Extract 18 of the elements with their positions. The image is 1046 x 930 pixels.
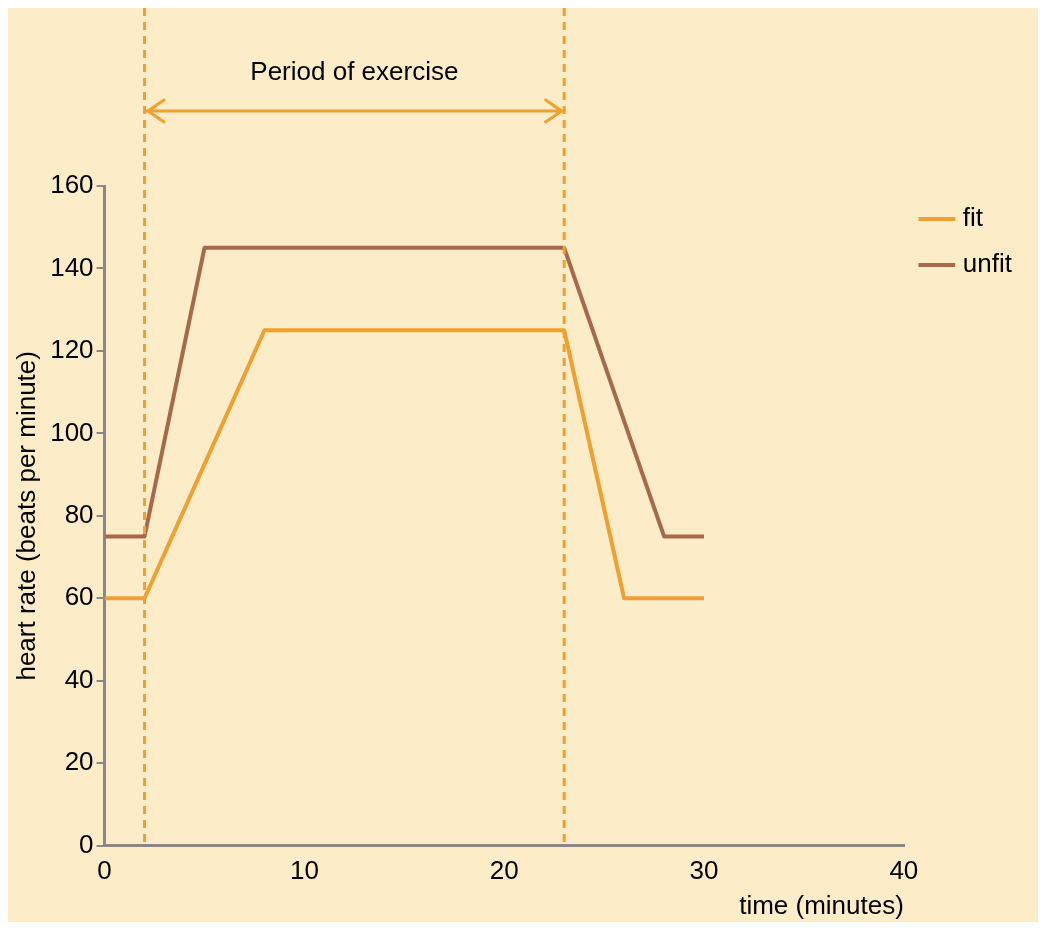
y-tick-label: 40 xyxy=(64,663,94,694)
x-axis-title: time (minutes) xyxy=(739,889,904,920)
y-tick-label: 20 xyxy=(64,746,94,777)
y-tick-label: 100 xyxy=(50,416,94,447)
legend-label: fit xyxy=(962,202,984,233)
y-axis-title: heart rate (beats per minute) xyxy=(10,351,41,681)
text: Period of exercise xyxy=(250,56,459,87)
y-tick-label: 140 xyxy=(50,251,94,282)
y-tick-label: 160 xyxy=(50,169,94,200)
x-tick-label: 30 xyxy=(689,855,719,886)
y-tick-label: 0 xyxy=(79,828,94,859)
x-tick-label: 40 xyxy=(889,855,919,886)
y-tick-label: 120 xyxy=(50,334,94,365)
y-tick-label: 60 xyxy=(64,581,94,612)
legend-label: unfit xyxy=(962,248,1013,279)
x-tick-label: 20 xyxy=(489,855,519,886)
y-tick-label: 80 xyxy=(64,498,94,529)
x-tick-label: 10 xyxy=(289,855,319,886)
